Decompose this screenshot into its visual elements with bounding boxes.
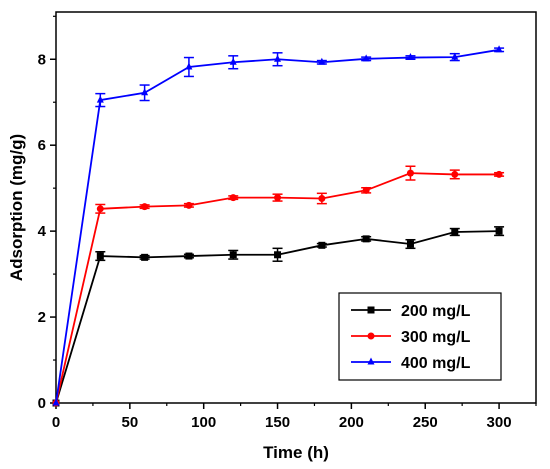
data-point <box>229 57 237 65</box>
data-point <box>185 201 193 209</box>
y-tick-label: 0 <box>38 395 46 412</box>
legend-marker <box>367 332 375 340</box>
y-tick-label: 6 <box>38 137 46 154</box>
legend-item: 300 mg/L <box>351 329 471 346</box>
data-point <box>96 95 104 103</box>
data-point <box>185 62 193 70</box>
data-point <box>406 240 414 248</box>
plot-frame <box>55 11 537 404</box>
data-point <box>274 194 282 202</box>
x-tick-label: 150 <box>265 414 290 431</box>
data-point <box>495 227 503 235</box>
x-tick-label: 200 <box>339 414 364 431</box>
data-point <box>274 54 282 62</box>
data-point <box>451 228 459 236</box>
x-tick-label: 0 <box>52 414 60 431</box>
legend-marker <box>367 357 375 365</box>
data-point <box>362 54 370 62</box>
data-point <box>406 53 414 61</box>
data-point <box>52 398 60 406</box>
data-point <box>96 252 104 260</box>
data-point <box>406 169 414 177</box>
y-axis-title: Adsorption (mg/g) <box>7 134 26 281</box>
data-point <box>495 170 503 178</box>
data-point <box>185 252 193 260</box>
data-point <box>318 241 326 249</box>
series-300-mg-l <box>52 165 505 407</box>
legend-marker <box>367 306 375 314</box>
data-point <box>318 57 326 65</box>
x-tick-label: 50 <box>122 414 139 431</box>
data-point <box>229 194 237 202</box>
series-400-mg-l <box>52 45 505 406</box>
data-point <box>96 205 104 213</box>
data-point <box>451 170 459 178</box>
data-point <box>274 251 282 259</box>
y-tick-label: 8 <box>38 51 46 68</box>
legend-label: 200 mg/L <box>401 303 471 320</box>
data-point <box>141 203 149 211</box>
data-point <box>362 186 370 194</box>
y-tick-label: 4 <box>38 223 47 240</box>
y-tick-label: 2 <box>38 309 46 326</box>
data-point <box>141 88 149 96</box>
legend-item: 200 mg/L <box>351 303 471 320</box>
data-point <box>229 251 237 259</box>
legend-label: 400 mg/L <box>401 355 471 372</box>
data-point <box>451 52 459 60</box>
data-point <box>141 253 149 261</box>
x-tick-label: 300 <box>487 414 512 431</box>
x-tick-label: 100 <box>191 414 216 431</box>
legend-label: 300 mg/L <box>401 329 471 346</box>
data-point <box>495 45 503 53</box>
data-point <box>362 235 370 243</box>
legend-item: 400 mg/L <box>351 355 471 372</box>
data-point <box>318 194 326 202</box>
x-axis-title: Time (h) <box>263 443 329 462</box>
x-tick-label: 250 <box>413 414 438 431</box>
